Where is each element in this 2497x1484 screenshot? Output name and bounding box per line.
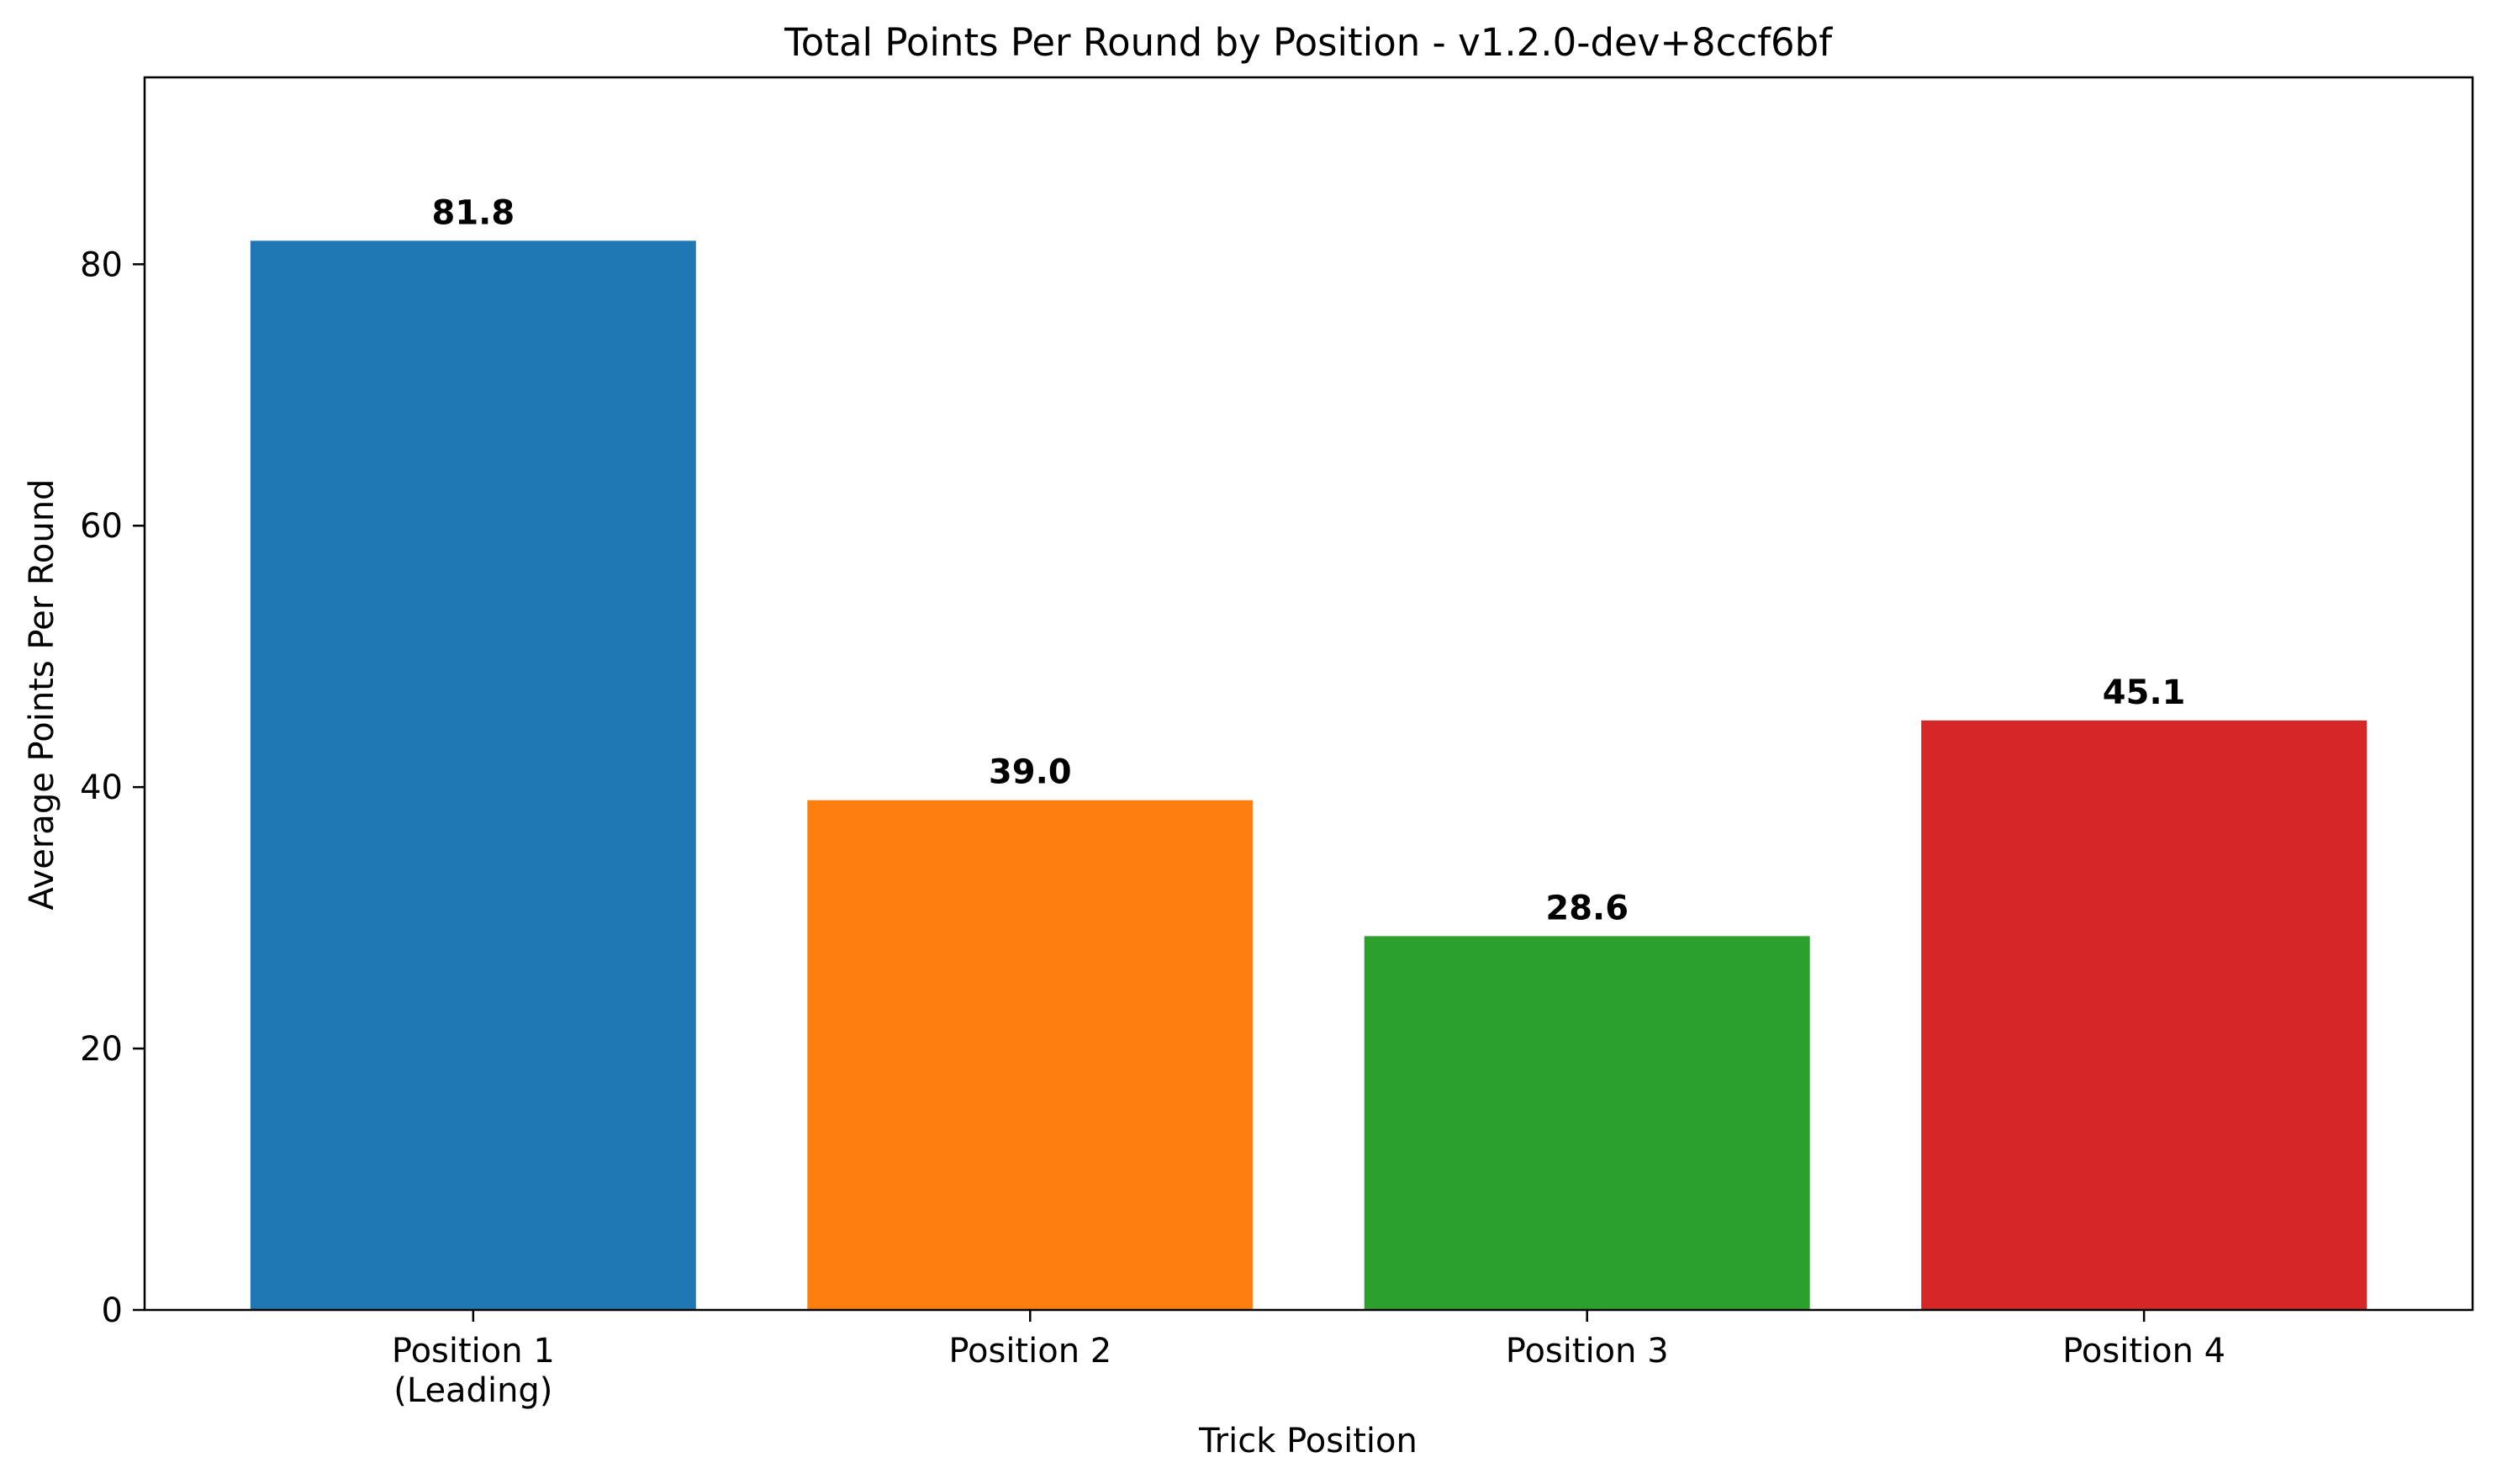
bar-1 (250, 240, 696, 1310)
y-tick-label-40: 40 (80, 768, 123, 807)
bar-2 (807, 800, 1254, 1310)
x-tick-label-4: Position 4 (2062, 1332, 2225, 1370)
x-tick-label-3: Position 3 (1506, 1332, 1669, 1370)
data-label-1: 81.8 (431, 193, 515, 232)
data-label-4: 45.1 (2103, 673, 2186, 712)
data-label-3: 28.6 (1545, 889, 1629, 927)
x-tick-label-1-line-2: (Leading) (393, 1371, 552, 1410)
plot-area (143, 76, 2474, 1312)
bar-3 (1364, 936, 1810, 1310)
y-tick-label-20: 20 (80, 1030, 123, 1069)
chart-title: Total Points Per Round by Position - v1.… (784, 20, 1833, 65)
y-tick-label-80: 80 (80, 246, 123, 284)
x-axis: Position 1(Leading) Position 2 Position 3 P… (392, 1310, 2225, 1410)
y-axis-label: Average Points Per Round (23, 479, 61, 911)
y-axis: 0 20 40 60 80 (80, 246, 145, 1330)
data-label-2: 39.0 (989, 753, 1072, 792)
x-axis-label: Trick Position (1198, 1422, 1417, 1460)
bars-group (250, 240, 2368, 1310)
y-tick-label-60: 60 (80, 507, 123, 546)
data-labels-group: 81.8 39.0 28.6 45.1 (431, 193, 2185, 927)
bar-4 (1921, 720, 2368, 1310)
plot-frame (143, 76, 2474, 1312)
x-tick-label-1: Position 1 (392, 1332, 555, 1370)
y-tick-label-0: 0 (102, 1291, 123, 1330)
x-tick-label-2: Position 2 (948, 1332, 1111, 1370)
